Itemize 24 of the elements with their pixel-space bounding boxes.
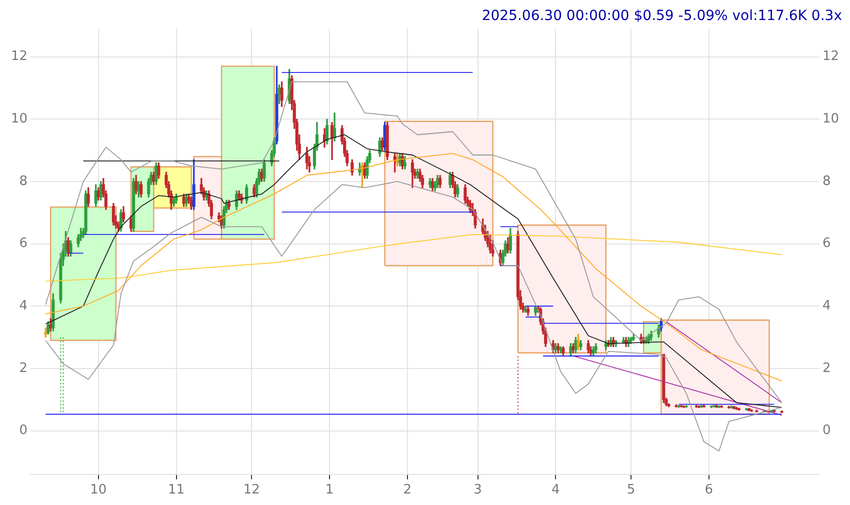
y-tick-label: 0 [19, 423, 28, 438]
x-tick-label: 11 [168, 482, 185, 498]
x-tick-label: 12 [243, 482, 260, 498]
x-tick-label: 6 [704, 482, 714, 498]
y-tick-label: 10 [10, 112, 28, 127]
y-tick-label: 12 [10, 49, 28, 64]
y2-tick-label: 6 [822, 236, 831, 252]
chart-title: 2025.06.30 00:00:00 $0.59 -5.09% vol:117.6K 0.3x [482, 8, 842, 24]
y2-tick-label: 12 [822, 49, 840, 64]
y-tick-label: 4 [19, 298, 28, 314]
x-tick-label: 5 [626, 482, 636, 498]
x-tick-label: 3 [474, 482, 482, 498]
y2-tick-label: 8 [822, 174, 831, 189]
x-tick-label: 1 [325, 482, 334, 498]
y-tick-label: 2 [19, 360, 28, 376]
x-tick-label: 10 [90, 482, 107, 498]
y-tick-label: 6 [19, 236, 28, 252]
y2-tick-label: 10 [822, 112, 840, 127]
y2-tick-label: 0 [822, 423, 831, 438]
x-tick-label: 2 [403, 482, 412, 498]
y-tick-label: 8 [19, 174, 28, 189]
x-tick-label: 4 [552, 482, 560, 498]
y2-tick-label: 4 [822, 298, 831, 314]
y2-tick-label: 2 [822, 360, 831, 376]
